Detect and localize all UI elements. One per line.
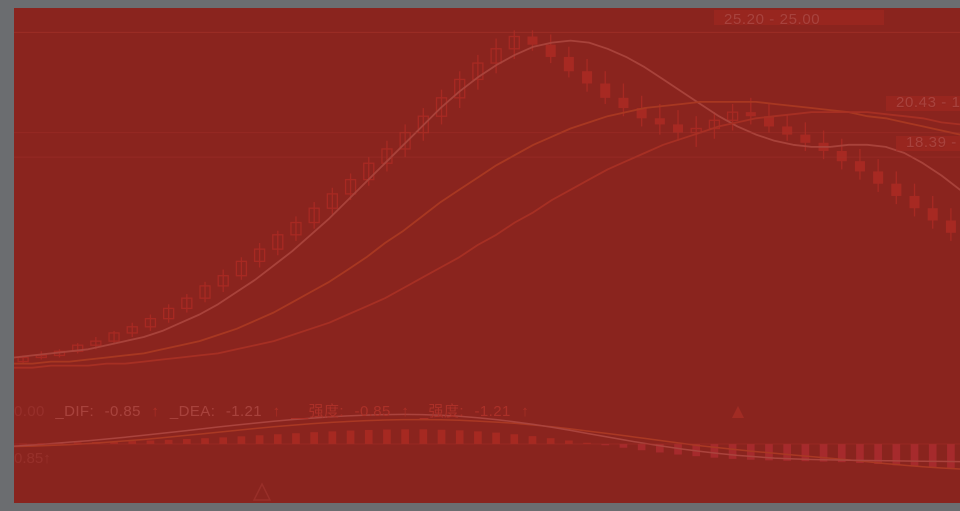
chart-screen: 25.20 - 25.00 20.43 - 19 18.39 - 1 0.00 … bbox=[0, 0, 960, 511]
window-frame bbox=[0, 0, 960, 511]
